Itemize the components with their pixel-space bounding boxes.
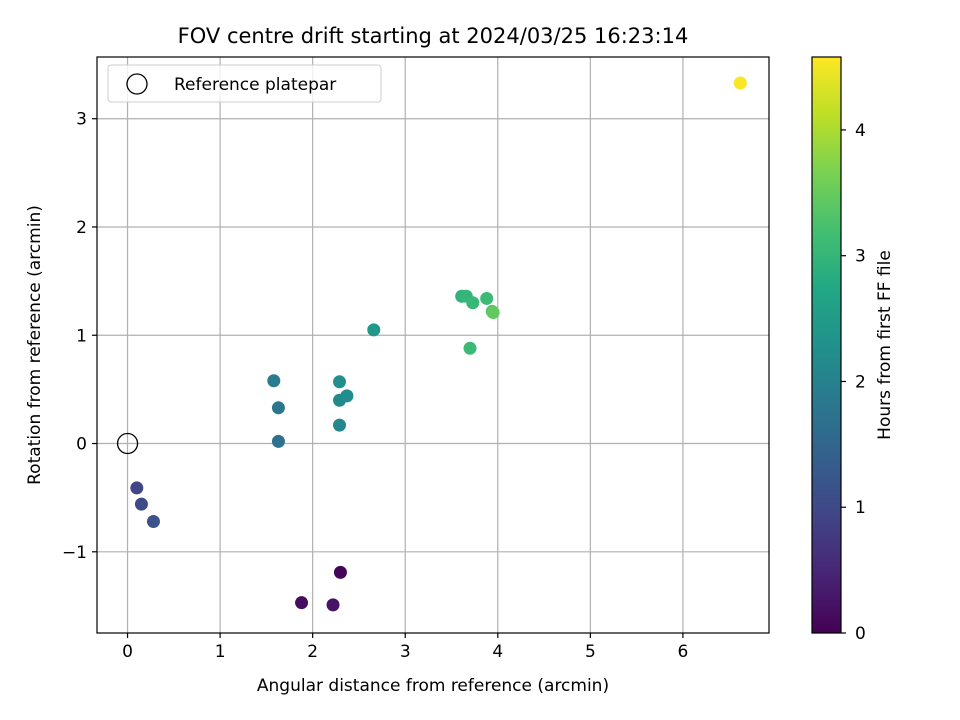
x-tick-label: 3: [400, 642, 411, 662]
colorbar-tick-label: 1: [855, 498, 866, 518]
data-point: [340, 389, 354, 403]
plot-frame: [96, 56, 770, 634]
x-tick-label: 1: [215, 642, 226, 662]
plot-area: [97, 57, 769, 633]
data-point: [466, 296, 480, 310]
x-axis-label: Angular distance from reference (arcmin): [257, 676, 609, 696]
x-tick-label: 6: [678, 642, 689, 662]
data-point: [146, 514, 160, 528]
data-point: [295, 596, 309, 610]
data-points: [130, 76, 747, 612]
data-point: [333, 418, 347, 432]
x-tick-label: 4: [492, 642, 503, 662]
legend: Reference platepar: [107, 64, 382, 103]
reference-layer: [116, 432, 139, 455]
legend-entry-reference: Reference platepar: [174, 75, 336, 95]
legend-marker-icon: [126, 73, 148, 95]
x-tick-label: 0: [122, 642, 133, 662]
axis-ticks: 0 1 2 3 4 5 6 −1 0 1 2 3: [62, 110, 688, 662]
colorbar-tick-label: 3: [855, 247, 866, 267]
grid-lines: [97, 57, 769, 633]
colorbar-tick-label: 0: [855, 624, 866, 644]
colorbar: 0 1 2 3 4 Hours from first FF file: [811, 56, 895, 644]
data-point: [130, 481, 144, 495]
y-axis-label: Rotation from reference (arcmin): [25, 205, 45, 485]
data-point: [134, 497, 148, 511]
legend-box: [107, 64, 382, 103]
colorbar-tick-label: 4: [855, 121, 866, 141]
chart-title: FOV centre drift starting at 2024/03/25 …: [178, 24, 689, 48]
y-tick-label: −1: [62, 543, 87, 563]
colorbar-tick-label: 2: [855, 372, 866, 392]
data-point: [271, 401, 285, 415]
y-tick-label: 2: [76, 218, 87, 238]
y-tick-label: 0: [76, 435, 87, 455]
y-tick-label: 3: [76, 110, 87, 130]
data-point: [333, 565, 347, 579]
data-point: [486, 306, 500, 320]
colorbar-gradient: [812, 57, 841, 633]
x-tick-label: 5: [585, 642, 596, 662]
data-point: [367, 323, 381, 337]
data-point: [271, 434, 285, 448]
data-point: [267, 374, 281, 388]
reference-marker: [116, 432, 139, 455]
y-tick-label: 1: [76, 326, 87, 346]
data-point: [463, 341, 477, 355]
data-point: [733, 76, 747, 90]
data-point: [326, 598, 340, 612]
data-point: [333, 375, 347, 389]
colorbar-label: Hours from first FF file: [875, 250, 895, 440]
colorbar-ticks: 0 1 2 3 4: [841, 121, 866, 644]
colorbar-frame: [811, 56, 842, 634]
x-tick-label: 2: [307, 642, 318, 662]
data-point: [480, 291, 494, 305]
